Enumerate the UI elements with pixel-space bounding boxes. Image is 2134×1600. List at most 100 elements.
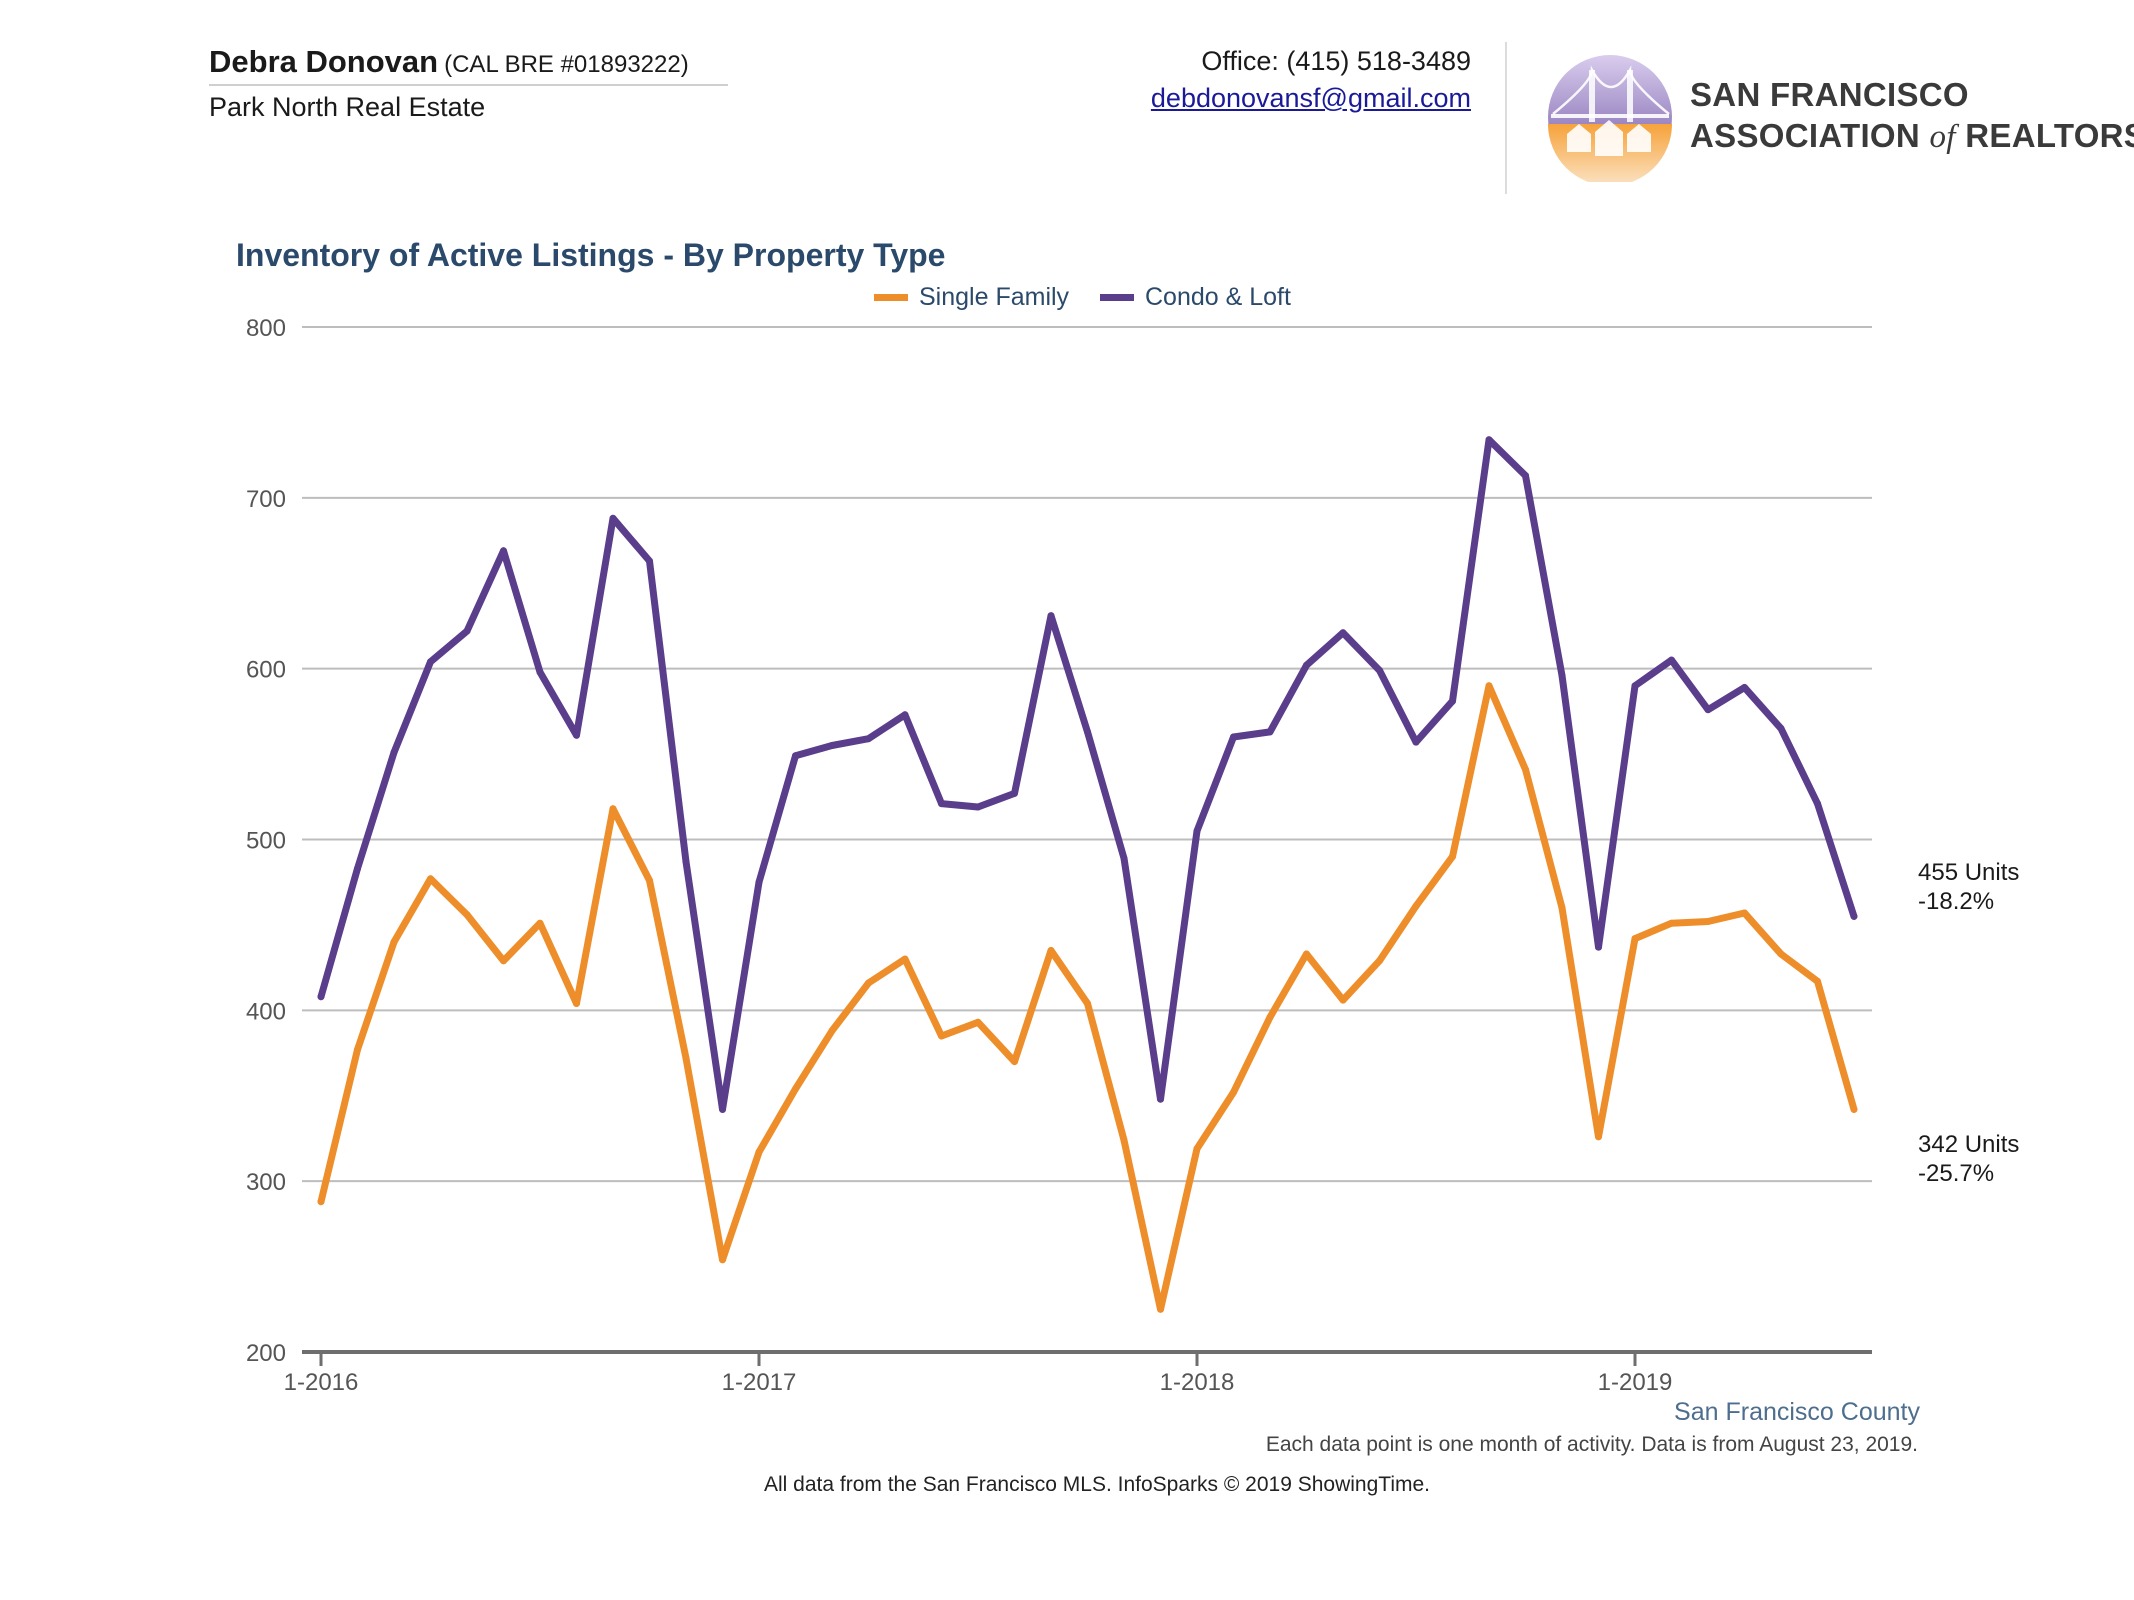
series-lines (317, 436, 1858, 1313)
data-point-condo-loft (1704, 706, 1712, 714)
data-point-condo-loft (1193, 827, 1201, 835)
data-point-single-family (463, 911, 471, 919)
data-point-single-family (755, 1148, 763, 1156)
data-point-single-family (1011, 1058, 1018, 1066)
data-point-single-family (974, 1018, 982, 1026)
data-point-single-family (354, 1046, 361, 1054)
data-point-single-family (1485, 682, 1493, 690)
email-link[interactable]: debdonovansf@gmail.com (1150, 83, 1471, 113)
data-point-condo-loft (1814, 800, 1821, 808)
agent-underline (209, 84, 728, 86)
legend-swatch-single-family (874, 294, 908, 301)
header-divider (1505, 42, 1507, 194)
data-point-condo-loft (828, 742, 836, 750)
grid-lines (302, 326, 1872, 1183)
data-point-single-family (609, 805, 617, 813)
data-point-single-family (646, 877, 653, 884)
data-point-condo-loft (1412, 738, 1420, 746)
end-label-sf-change: -25.7% (1918, 1160, 1995, 1187)
data-point-condo-loft (1850, 912, 1858, 920)
data-point-single-family (1595, 1133, 1602, 1141)
legend-swatch-condo-loft (1100, 294, 1134, 301)
data-point-single-family (500, 957, 507, 965)
data-point-condo-loft (646, 557, 653, 565)
data-point-condo-loft (938, 800, 945, 808)
data-point-single-family (1558, 904, 1566, 912)
data-point-condo-loft (792, 752, 799, 760)
y-tick-label-200: 200 (246, 1340, 286, 1367)
data-point-single-family (1303, 950, 1310, 958)
data-point-single-family (828, 1027, 836, 1035)
end-label-condo-loft: 455 Units -18.2% (1918, 858, 2019, 916)
x-tick-label-1-2019: 1-2019 (1598, 1369, 1673, 1396)
data-point-condo-loft (1376, 666, 1383, 674)
data-point-condo-loft (609, 514, 617, 522)
data-point-single-family (901, 955, 909, 963)
data-point-single-family (1157, 1305, 1164, 1313)
data-point-single-family (427, 875, 434, 883)
legend-item-condo-loft[interactable]: Condo & Loft (1100, 283, 1291, 312)
agent-name-text: Debra Donovan (209, 44, 439, 79)
y-tick-label-400: 400 (246, 998, 286, 1025)
end-label-condo-change: -18.2% (1918, 888, 1995, 915)
y-tick-label-800: 800 (246, 315, 286, 342)
logo-line2-of: of (1929, 119, 1956, 155)
y-tick-label-300: 300 (246, 1169, 286, 1196)
data-point-condo-loft (500, 547, 507, 555)
data-point-condo-loft (354, 865, 361, 873)
data-point-condo-loft (901, 711, 909, 719)
end-label-single-family: 342 Units -25.7% (1918, 1130, 2019, 1188)
x-tick-label-1-2018: 1-2018 (1160, 1369, 1235, 1396)
data-point-condo-loft (390, 748, 398, 756)
data-point-condo-loft (317, 993, 325, 1001)
y-tick-label-700: 700 (246, 486, 286, 513)
data-point-single-family (1777, 950, 1785, 958)
data-point-single-family (1339, 996, 1347, 1004)
data-point-single-family (1850, 1105, 1858, 1113)
data-point-condo-loft (573, 731, 580, 739)
y-axis-ticks: 200 300 400 500 600 700 800 (246, 315, 286, 1367)
data-point-single-family (1266, 1013, 1274, 1021)
data-point-single-family (1522, 765, 1529, 773)
data-point-single-family (1449, 853, 1456, 861)
data-point-condo-loft (1522, 472, 1529, 480)
data-point-single-family (682, 1054, 690, 1062)
data-point-condo-loft (1266, 728, 1274, 736)
series-points-condo-loft (317, 436, 1858, 1113)
logo-line2-a: ASSOCIATION (1690, 117, 1921, 154)
end-label-sf-units: 342 Units (1918, 1131, 2020, 1158)
data-point-condo-loft (1230, 733, 1237, 741)
agent-name: Debra Donovan (CAL BRE #01893222) (209, 44, 689, 80)
x-tick-label-1-2017: 1-2017 (722, 1369, 797, 1396)
data-point-condo-loft (1011, 789, 1018, 797)
golden-gate-bridge-houses-emblem-icon (1548, 55, 1672, 182)
data-point-single-family (1193, 1145, 1201, 1153)
data-point-condo-loft (1741, 683, 1748, 691)
data-point-single-family (536, 919, 544, 927)
data-point-single-family (1668, 919, 1675, 927)
legend-label-condo-loft: Condo & Loft (1145, 283, 1291, 311)
data-point-condo-loft (463, 627, 471, 635)
data-point-single-family (1631, 935, 1639, 943)
data-point-condo-loft (1157, 1095, 1164, 1103)
logo-line1: SAN FRANCISCO (1690, 76, 1969, 113)
data-point-condo-loft (1558, 672, 1566, 679)
data-point-condo-loft (865, 735, 872, 743)
data-point-single-family (938, 1032, 945, 1040)
data-point-single-family (1741, 909, 1748, 917)
data-point-single-family (865, 979, 872, 987)
x-tick-label-1-2016: 1-2016 (284, 1369, 359, 1396)
agent-company: Park North Real Estate (209, 92, 486, 122)
series-points-single-family (317, 682, 1858, 1313)
data-point-condo-loft (536, 668, 544, 676)
data-point-single-family (1814, 977, 1821, 985)
data-point-condo-loft (1485, 436, 1493, 444)
legend-item-single-family[interactable]: Single Family (874, 283, 1069, 312)
data-footnote: Each data point is one month of activity… (1265, 1433, 1918, 1456)
data-point-condo-loft (1339, 629, 1347, 637)
logo-line2: ASSOCIATION of REALTORS® (1690, 117, 2134, 156)
data-point-condo-loft (974, 803, 982, 811)
y-tick-label-600: 600 (246, 657, 286, 684)
region-label: San Francisco County (1674, 1398, 1920, 1426)
